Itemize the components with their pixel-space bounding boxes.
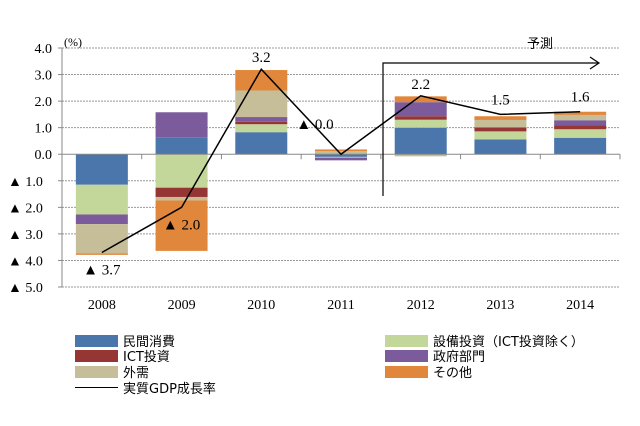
bar-segment [315,157,367,161]
y-tick-label: ▲ 4.0 [8,254,43,269]
data-label: ▲ 2.0 [163,217,200,233]
x-tick-label: 2013 [486,298,514,313]
legend-item: 民間消費 [75,331,175,350]
data-label: ▲ 0.0 [296,117,333,133]
y-tick-label: 1.0 [35,122,53,137]
bar-segment [235,121,288,125]
bar-segment [155,154,208,188]
bar-segment [554,137,607,155]
bar-segment [315,149,367,152]
bar-segment [394,96,447,103]
legend-label: ICT投資 [123,350,170,365]
bar-segment [554,129,607,138]
bar-segment [155,137,208,155]
y-tick-label: ▲ 1.0 [8,175,43,190]
legend-item: その他 [385,362,472,381]
x-tick-label: 2012 [407,298,435,313]
bar-segment [554,114,607,121]
gdp-line [101,67,581,254]
bar-segment [315,154,367,157]
x-tick-label: 2014 [566,298,594,313]
y-tick-label: 0.0 [35,148,53,163]
legend-swatch [385,349,428,362]
bar-segment [554,111,607,115]
legend-item: 設備投資（ICT投資除く） [385,331,584,350]
data-label: ▲ 3.7 [83,262,121,278]
legend-label: 外需 [123,366,150,381]
bar-segment [235,70,288,91]
bar-segment [75,214,128,225]
bar-segment [155,200,208,251]
data-label: 3.2 [252,50,271,66]
bar-segment [75,184,128,215]
bar-segment [394,119,447,128]
forecast-bracket [382,62,598,196]
legend-swatch [385,365,428,378]
bar-segment [474,127,527,132]
bar-segment [554,120,607,126]
legend-item: 政府部門 [385,346,485,365]
bar-segment [315,156,367,158]
legend-label: 政府部門 [433,350,486,365]
x-tick-label: 2009 [168,298,196,313]
bar-segment [394,116,447,120]
bar-segment [155,187,208,197]
x-tick-label: 2010 [247,298,275,313]
y-unit: (%) [64,35,82,49]
y-tick-label: 2.0 [35,95,53,110]
legend-swatch [75,334,118,347]
legend-swatch [75,349,118,362]
bar-segment [155,112,208,138]
bar-segment [474,119,527,128]
bar-segment [315,151,367,155]
y-tick-label: ▲ 2.0 [8,201,43,216]
y-tick-label: 4.0 [35,42,53,57]
bar-segment [394,127,447,155]
legend-label: 実質GDP成長率 [123,382,216,397]
bar-segment [75,224,128,254]
bar-segment [474,139,527,155]
bar-segment [235,90,288,118]
legend-item: ICT投資 [75,346,170,365]
legend-item: 外需 [75,362,149,381]
bar-segment [235,124,288,133]
bar-segment [474,116,527,120]
x-tick-label: 2008 [88,298,116,313]
y-tick-label: ▲ 3.0 [8,228,43,243]
bar-segment [235,132,288,155]
bar-segment [75,253,128,255]
legend-line [75,387,118,388]
legend-label: 民間消費 [123,335,176,350]
bar-segment [235,117,288,122]
y-tick-label: 3.0 [35,69,53,84]
y-tick-label: ▲ 5.0 [8,281,43,296]
bar-segment [155,196,208,201]
bar-segment [394,154,447,157]
legend-label: 設備投資（ICT投資除く） [433,335,584,350]
legend-swatch [385,334,428,347]
data-label: 2.2 [411,77,430,93]
forecast-arrow-icon [589,56,601,70]
forecast-label: 予測 [527,37,553,52]
data-label: 1.6 [571,90,590,106]
bar-segment [554,125,607,130]
bar-segment [474,131,527,140]
bar-segment [75,154,128,185]
legend-label: その他 [433,366,473,381]
legend-item: 実質GDP成長率 [75,378,216,397]
legend-swatch [75,365,118,378]
data-label: 1.5 [491,92,510,108]
x-tick-label: 2011 [327,298,354,313]
